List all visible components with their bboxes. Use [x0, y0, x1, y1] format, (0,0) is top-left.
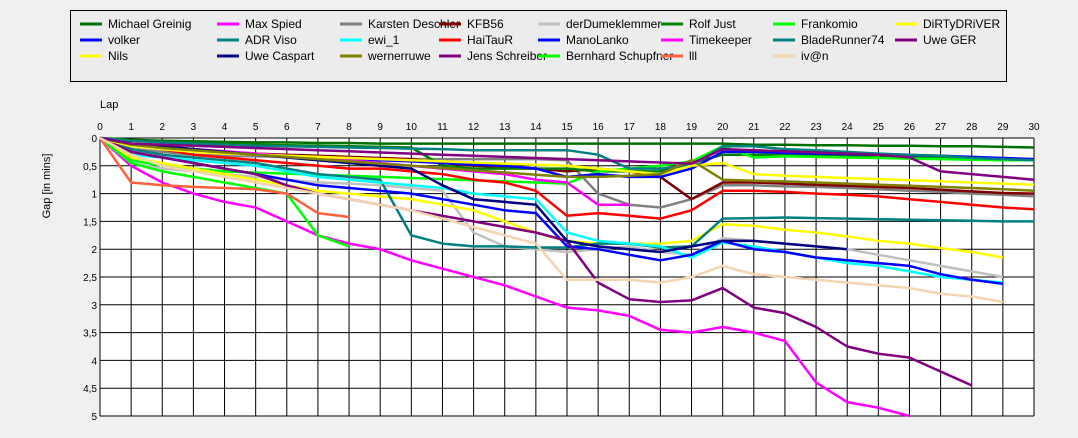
- x-tick-label: 0: [97, 122, 103, 133]
- legend-entry: ewi_1: [368, 33, 400, 47]
- series-line-lll: [98, 137, 350, 219]
- legend-entry: Nils: [108, 49, 128, 63]
- x-tick-label: 16: [593, 122, 605, 133]
- x-tick-label: 8: [346, 122, 352, 133]
- legend-entry: lll: [689, 49, 697, 63]
- legend-entry: Bernhard Schupfner: [566, 49, 673, 63]
- legend-entry: Rolf Just: [689, 17, 736, 31]
- legend-entry: Max Spied: [245, 17, 302, 31]
- legend-entry: iv@n: [801, 49, 829, 63]
- legend-entry: wernerruwe: [367, 49, 431, 63]
- x-tick-label: 26: [904, 122, 916, 133]
- x-tick-label: 9: [377, 122, 383, 133]
- legend-entry: Frankomio: [801, 17, 858, 31]
- y-axis-label: Gap [in mins]: [41, 154, 53, 219]
- legend: Michael Greinig Max Spied Karsten Deschler…: [70, 10, 1007, 82]
- series-line-bernhard-schupfner: [99, 137, 350, 248]
- legend-frame: [70, 10, 1007, 82]
- x-tick-label: 18: [655, 122, 667, 133]
- x-tick-label: 10: [406, 122, 418, 133]
- y-tick-label: 3,5: [83, 329, 97, 340]
- series-line-ewi-1: [99, 136, 1004, 284]
- y-tick-label: 2: [91, 245, 97, 256]
- series-line-haitaur: [99, 136, 1035, 220]
- y-tick-label: 4: [91, 356, 97, 367]
- x-tick-label: 20: [717, 122, 729, 133]
- y-tick-label: 1,5: [83, 217, 97, 228]
- series-line-iv-n: [99, 136, 1004, 304]
- plot-area: 0 1 2 3 4 5 6 7 8 9 10 11 12 13 14 15 16 17 18 19 20 21 22 23 24…: [83, 122, 1040, 423]
- y-tick-label: 4,5: [83, 384, 97, 395]
- x-tick-label: 17: [624, 122, 636, 133]
- legend-entry: Karsten Deschler: [368, 17, 460, 31]
- x-tick-label: 2: [159, 122, 165, 133]
- x-tick-label: 24: [842, 122, 854, 133]
- x-tick-label: 23: [811, 122, 823, 133]
- legend-entry: Uwe Caspart: [245, 49, 315, 63]
- x-tick-label: 25: [873, 122, 885, 133]
- legend-entry: Timekeeper: [689, 33, 752, 47]
- legend-entry: derDumeklemmer: [566, 17, 661, 31]
- legend-entry: BladeRunner74: [801, 33, 885, 47]
- x-tick-label: 5: [253, 122, 259, 133]
- y-tick-label: 5: [91, 412, 97, 423]
- y-tick-label: 1: [91, 190, 97, 201]
- legend-entry: Jens Schreiber: [467, 49, 547, 63]
- y-tick-label: 0: [91, 134, 97, 145]
- legend-entry: Uwe GER: [923, 33, 977, 47]
- series-line-derdumeklemmer: [99, 137, 1004, 279]
- x-tick-label: 1: [128, 122, 134, 133]
- legend-entry: ADR Viso: [245, 33, 297, 47]
- x-tick-label: 11: [437, 122, 448, 133]
- legend-entry: DiRTyDRiVER: [923, 17, 1000, 31]
- x-tick-label: 15: [561, 122, 573, 133]
- legend-entry: Michael Greinig: [108, 17, 191, 31]
- x-tick-label: 14: [530, 122, 542, 133]
- series-line-michael-greinig: [99, 136, 1035, 149]
- x-tick-label: 13: [499, 122, 511, 133]
- legend-entry: KFB56: [467, 17, 504, 31]
- y-tick-label: 2,5: [83, 273, 97, 284]
- x-tick-label: 22: [779, 122, 791, 133]
- x-axis-label: Lap: [100, 99, 118, 111]
- series-line-wernerruwe: [99, 136, 1035, 193]
- x-tick-label: 21: [748, 122, 760, 133]
- legend-entry: volker: [108, 33, 140, 47]
- legend-entry: ManoLanko: [566, 33, 629, 47]
- series-line-max-spied: [99, 137, 910, 418]
- x-tick-label: 27: [935, 122, 947, 133]
- legend-entry: HaiTauR: [467, 33, 513, 47]
- x-tick-label: 4: [222, 122, 228, 133]
- series-line-uwe-ger: [99, 136, 973, 387]
- y-tick-label: 3: [91, 301, 97, 312]
- x-tick-label: 30: [1028, 122, 1040, 133]
- x-tick-label: 6: [284, 122, 290, 133]
- x-tick-label: 3: [191, 122, 197, 133]
- x-tick-label: 12: [468, 122, 480, 133]
- y-tick-label: 0,5: [83, 162, 97, 173]
- x-tick-label: 7: [315, 122, 321, 133]
- x-tick-label: 29: [997, 122, 1009, 133]
- x-tick-label: 28: [966, 122, 978, 133]
- x-tick-label: 19: [686, 122, 698, 133]
- series-line-jens-schreiber: [99, 136, 1035, 181]
